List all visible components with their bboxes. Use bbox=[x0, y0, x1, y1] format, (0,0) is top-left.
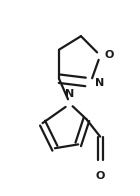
Text: O: O bbox=[104, 51, 114, 61]
Text: N: N bbox=[65, 89, 75, 99]
Text: N: N bbox=[95, 78, 104, 88]
Text: O: O bbox=[95, 172, 105, 181]
